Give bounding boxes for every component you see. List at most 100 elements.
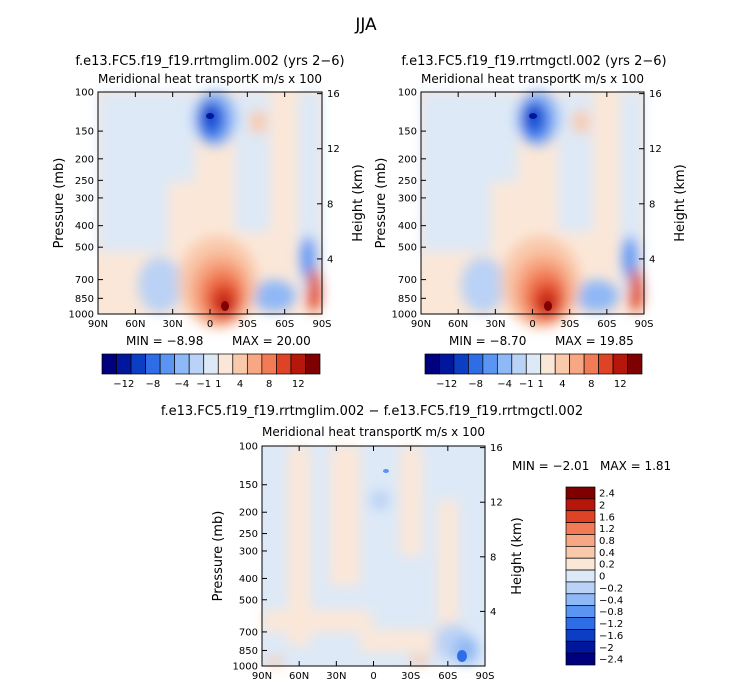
panel-2-min-label: MIN = −8.70 [449,334,526,348]
colorbar-tick-label: 4 [559,379,565,390]
y-tick-label: 100 [398,88,417,99]
y2-tick-label: 8 [327,199,333,210]
colorbar-tick-label: −2.4 [599,655,623,666]
y-tick-label: 400 [398,221,417,232]
colorbar-swatch [468,353,484,375]
colorbar-swatch [261,353,277,375]
colorbar-swatch [569,353,585,375]
colorbar-swatch [496,353,513,375]
colorbar-swatch [565,652,596,666]
x-tick-label: 0 [370,671,376,682]
colorbar-swatch [246,353,263,375]
x-tick-label: 90S [634,319,653,330]
colorbar-swatch [565,557,596,571]
panel-3-axes: 90N 60N 30N 0 30S 60S 90S 100 150 200 250 300 400 500… [233,442,503,683]
colorbar-tick-label: 2 [599,500,605,511]
colorbar-swatch [565,640,596,654]
panel-2-field [421,90,644,328]
colorbar-tick-label: −12 [436,379,457,390]
panel-1-colorbar: −12 −8 −4 −1 1 4 8 12 [101,353,321,390]
x-tick-label: 60S [275,319,294,330]
y2-tick-label: 12 [327,144,340,155]
colorbar-tick-label: −4 [175,379,190,390]
panel-2-ylabel: Pressure (mb) [374,158,389,249]
y-tick-label: 500 [398,243,417,254]
panel-2-subtitle-right: K m/s x 100 [573,72,644,86]
y-tick-label: 400 [75,221,94,232]
colorbar-swatch [565,617,596,630]
y-tick-label: 200 [398,154,417,165]
y-tick-label: 1000 [69,310,94,321]
colorbar-tick-label: 0 [599,572,605,583]
colorbar-swatch [565,510,596,523]
colorbar-tick-label: 12 [614,379,627,390]
colorbar-tick-label: 2.4 [599,489,615,500]
panel-1-subtitle-left: Meridional heat transport [98,72,251,86]
panel-1-ylabel: Pressure (mb) [52,158,67,249]
colorbar-tick-label: 0.8 [599,536,615,547]
x-tick-label: 60N [448,319,468,330]
y2-tick-label: 8 [490,552,496,563]
y-tick-label: 700 [239,627,258,638]
colorbar-tick-label: 1 [215,379,221,390]
colorbar-swatch [565,605,596,618]
y-tick-label: 850 [75,294,94,305]
colorbar-tick-label: 12 [292,379,305,390]
x-tick-label: 0 [207,319,213,330]
x-tick-label: 30N [163,319,183,330]
x-tick-label: 30S [401,671,420,682]
panel-2-axes: 90N 60N 30N 0 30S 60S 90S 100 150 200 250 300 400 500… [392,88,662,331]
y-tick-label: 200 [239,508,258,519]
colorbar-swatch [565,545,596,559]
x-tick-label: 60N [125,319,145,330]
colorbar-swatch [598,353,614,375]
colorbar-swatch [565,486,596,500]
panel-3-y2label: Height (km) [510,517,525,594]
panel-difference: f.e13.FC5.f19_f19.rrtmglim.002 − f.e13.F… [161,404,671,682]
y2-tick-label: 12 [649,144,662,155]
x-tick-label: 0 [529,319,535,330]
y-tick-label: 300 [398,193,417,204]
x-tick-label: 90N [252,671,272,682]
y2-tick-label: 8 [649,199,655,210]
y-tick-label: 1000 [233,662,258,673]
y-tick-label: 300 [75,193,94,204]
panel-rrtmgctl: f.e13.FC5.f19_f19.rrtmgctl.002 (yrs 2−6)… [374,54,688,390]
y2-tick-label: 4 [490,607,496,618]
y2-tick-label: 16 [490,443,503,454]
x-tick-label: 90N [88,319,108,330]
y2-tick-label: 4 [649,254,655,265]
colorbar-swatch [174,353,190,375]
y-tick-label: 1000 [392,310,417,321]
y-tick-label: 200 [75,154,94,165]
colorbar-swatch [525,353,542,375]
panel-2-y2label: Height (km) [673,164,688,241]
y-tick-label: 700 [398,275,417,286]
panel-3-subtitle-right: K m/s x 100 [414,425,485,439]
colorbar-swatch [116,353,132,375]
colorbar-swatch [612,353,628,375]
y-tick-label: 850 [398,294,417,305]
colorbar-swatch [159,353,176,375]
colorbar-tick-label: −1.6 [599,631,623,642]
panel-1-field [98,90,322,328]
colorbar-swatch [554,353,571,375]
panel-3-colorbar: 2.421.61.20.80.40.20−0.2−0.4−0.8−1.2−1.6… [565,486,623,666]
colorbar-swatch [540,353,556,375]
y2-tick-label: 16 [327,89,340,100]
panel-1-y2label: Height (km) [351,164,366,241]
y-tick-label: 150 [398,127,417,138]
colorbar-tick-label: 4 [237,379,243,390]
y2-tick-label: 16 [649,89,662,100]
y-tick-label: 500 [75,243,94,254]
y-tick-label: 400 [239,574,258,585]
panel-1-subtitle-right: K m/s x 100 [251,72,322,86]
colorbar-swatch [217,353,234,375]
figure-title: JJA [354,15,377,35]
x-tick-label: 30S [560,319,579,330]
colorbar-tick-label: 1.6 [599,512,615,523]
colorbar-tick-label: 1 [538,379,544,390]
colorbar-tick-label: −1.2 [599,619,623,630]
panel-1-max-label: MAX = 20.00 [232,334,311,348]
panel-3-subtitle-left: Meridional heat transport [262,425,415,439]
